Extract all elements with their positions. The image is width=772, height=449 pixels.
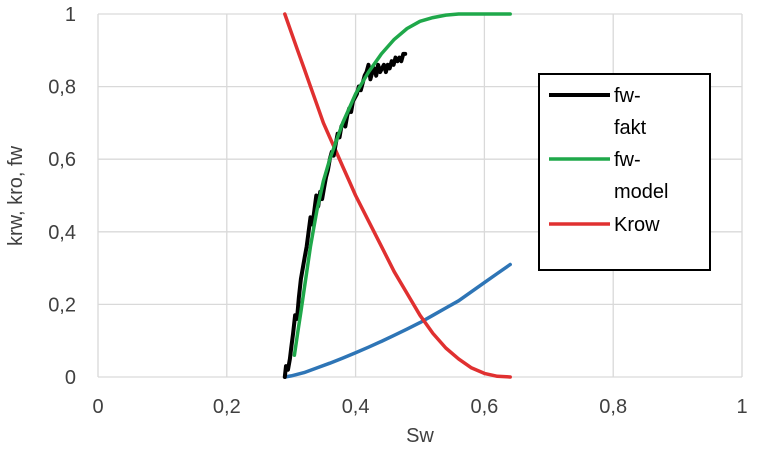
y-tick-label: 0,6 <box>48 149 76 171</box>
series-line-fw-fakt <box>282 51 408 379</box>
x-tick-label: 0 <box>92 396 103 418</box>
legend-label: fw- <box>614 149 641 171</box>
series-line-krow <box>283 12 512 379</box>
series-line-fw-model <box>292 12 512 357</box>
y-tick-label: 0,2 <box>48 294 76 316</box>
y-axis-label: krw, kro, fw <box>5 145 27 246</box>
legend: fw-fakt fw-model Krow <box>538 73 711 271</box>
x-axis-label: Sw <box>406 425 434 447</box>
series-group <box>282 12 512 379</box>
legend-label: model <box>614 181 668 203</box>
y-tick-label: 0 <box>65 367 76 389</box>
legend-label: Krow <box>614 214 660 236</box>
x-tick-label: 0,4 <box>342 396 370 418</box>
y-tick-label: 1 <box>65 4 76 26</box>
x-tick-label: 0,6 <box>470 396 498 418</box>
y-tick-label: 0,4 <box>48 222 76 244</box>
series-line-krw <box>283 262 512 379</box>
x-tick-label: 0,8 <box>599 396 627 418</box>
x-tick-label: 1 <box>736 396 747 418</box>
x-tick-label: 0,2 <box>213 396 241 418</box>
legend-box <box>538 73 711 271</box>
y-tick-label: 0,8 <box>48 77 76 99</box>
tick-labels: 0 0,2 0,4 0,6 0,8 1 0 0,2 0,4 0,6 0,8 1 <box>48 4 747 418</box>
legend-label: fakt <box>614 117 647 139</box>
legend-label: fw- <box>614 85 641 107</box>
